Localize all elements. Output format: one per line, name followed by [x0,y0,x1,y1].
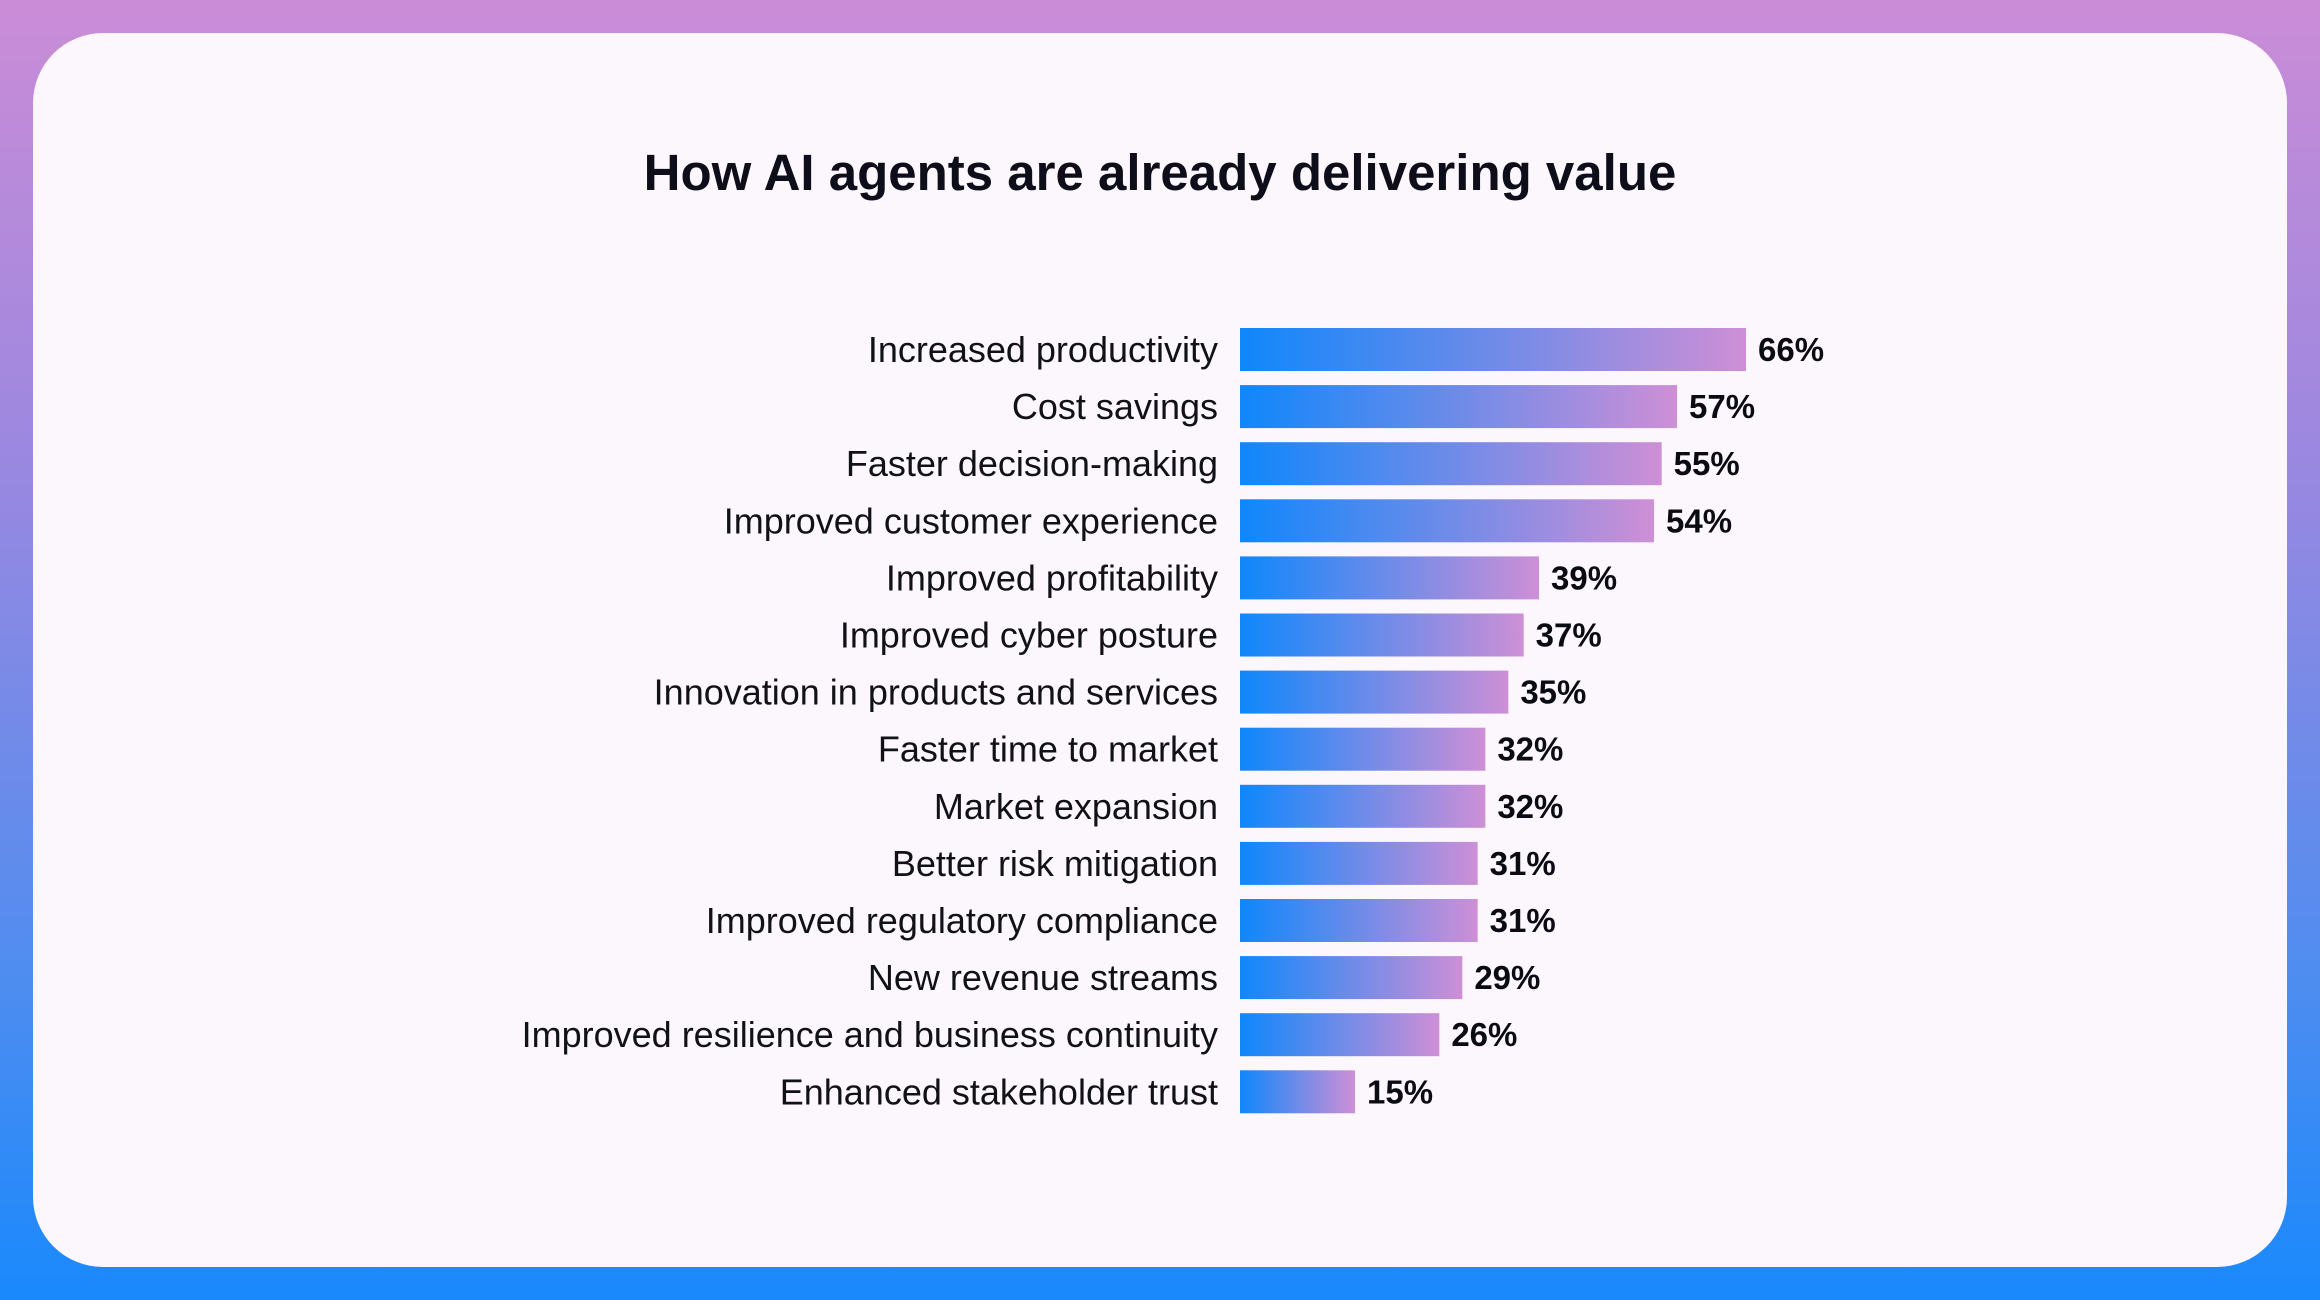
value-label: 31% [1490,902,1556,939]
value-label: 57% [1689,388,1755,425]
bar [1240,727,1486,771]
value-label: 26% [1451,1016,1517,1053]
value-label: 31% [1490,845,1556,882]
value-label: 32% [1497,731,1563,768]
bar [1240,328,1746,371]
bar [1240,784,1486,828]
value-label: 35% [1520,674,1586,711]
bar [1240,442,1662,486]
category-label: New revenue streams [868,957,1218,998]
chart-title: How AI agents are already delivering val… [643,144,1677,201]
value-label: 29% [1474,959,1540,996]
category-label: Cost savings [1012,386,1218,427]
bar [1240,385,1677,429]
category-label: Faster decision-making [846,443,1218,484]
value-label: 55% [1674,445,1740,482]
category-label: Innovation in products and services [654,672,1218,713]
value-label: 15% [1367,1073,1433,1110]
category-label: Improved cyber posture [840,615,1218,656]
category-label: Improved regulatory compliance [706,900,1218,941]
bar [1240,956,1463,1000]
bar [1240,556,1539,600]
value-label: 66% [1758,331,1824,368]
value-label: 37% [1536,617,1602,654]
bar [1240,670,1509,714]
bar [1240,1013,1440,1057]
bar [1240,1070,1355,1114]
value-label: 32% [1497,788,1563,825]
category-label: Better risk mitigation [892,843,1218,884]
value-label: 54% [1666,502,1732,539]
chart-card [33,33,2287,1267]
category-label: Enhanced stakeholder trust [780,1071,1218,1112]
bar [1240,841,1478,885]
bar [1240,613,1524,657]
category-label: Market expansion [934,786,1218,827]
bar [1240,499,1654,543]
category-label: Improved customer experience [724,500,1218,541]
value-label: 39% [1551,559,1617,596]
category-label: Faster time to market [878,729,1218,770]
category-label: Improved profitability [886,557,1218,598]
bar [1240,899,1478,942]
category-label: Increased productivity [868,329,1218,370]
category-label: Improved resilience and business continu… [522,1014,1218,1055]
